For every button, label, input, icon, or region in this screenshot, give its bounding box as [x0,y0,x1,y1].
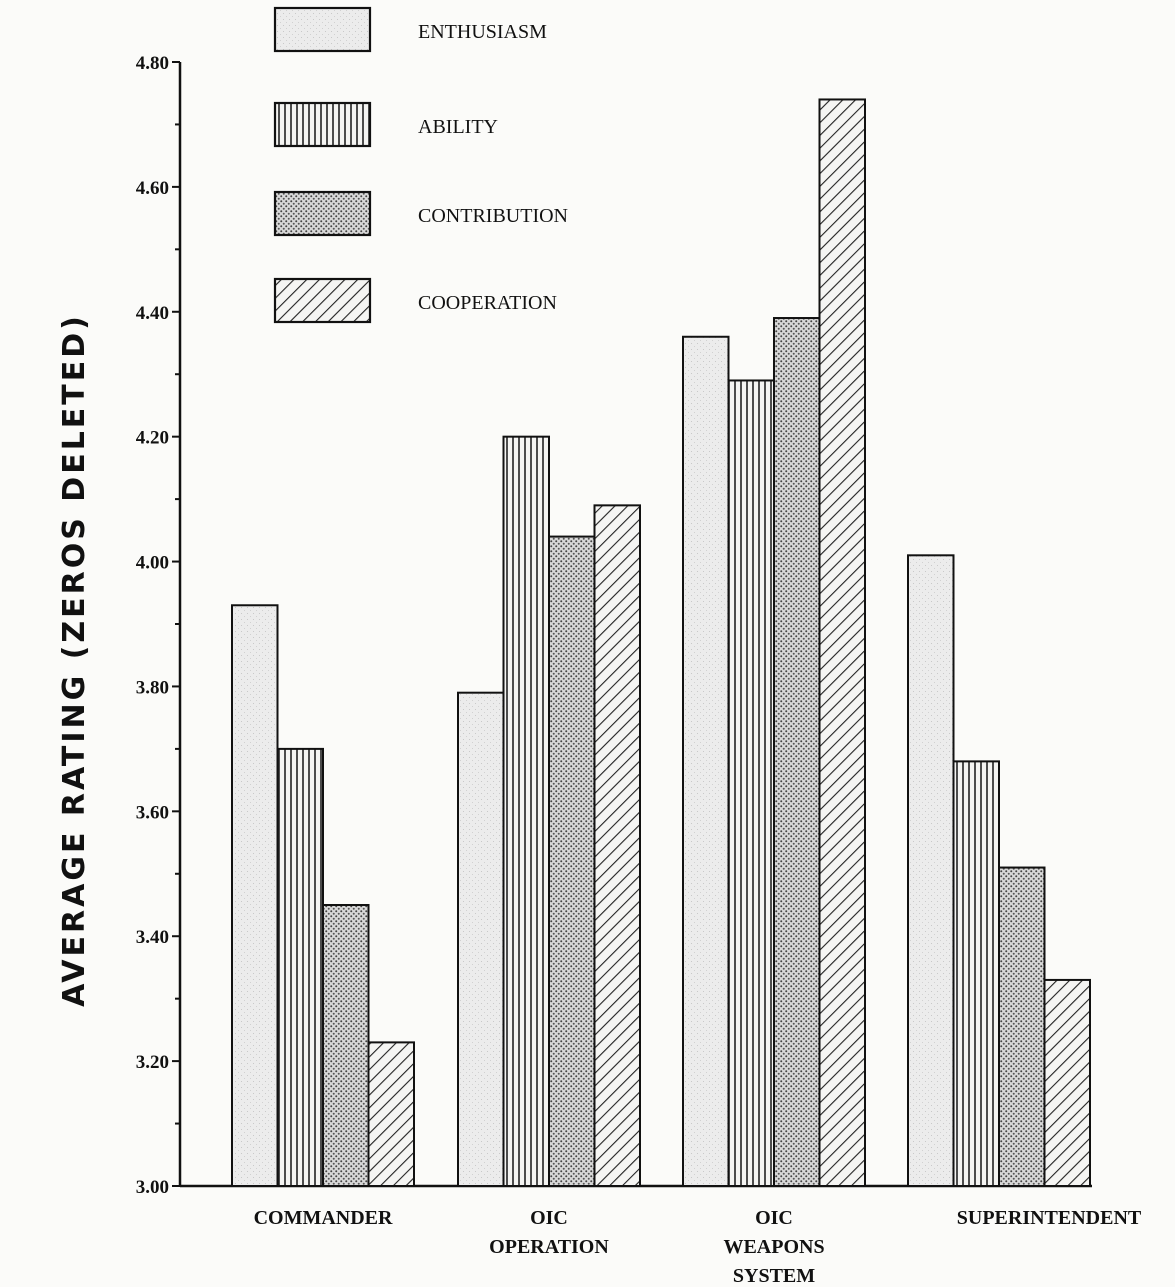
legend-swatch-ability [273,101,372,148]
bar-contribution [998,866,1046,1187]
bar-cooperation [367,1041,415,1188]
category-label: COMMANDER [254,1207,393,1229]
bar-ability [952,760,1000,1188]
bars [231,98,1091,1188]
bar-enthusiasm [682,335,730,1187]
y-tick-label: 3.60 [136,802,169,823]
bar-cooperation [593,504,641,1188]
bar-enthusiasm [231,604,279,1187]
y-tick-label: 4.60 [136,178,169,199]
y-tick-label: 3.00 [136,1177,169,1198]
bar-cooperation [818,98,866,1187]
bar-ability [276,747,324,1188]
category-label: SUPERINTENDENT [957,1207,1142,1229]
legend-swatch-contribution [273,190,372,237]
y-tick-label: 4.00 [136,553,169,574]
bar-enthusiasm [907,554,955,1187]
y-tick-label: 4.80 [136,53,169,74]
bar-ability [727,379,775,1187]
legend-label-enthusiasm: ENTHUSIASM [418,21,547,43]
legend-swatch-cooperation [273,277,372,324]
bar-enthusiasm [457,691,505,1187]
y-tick-label: 3.40 [136,927,169,948]
legend-label-ability: ABILITY [418,116,498,138]
category-label: WEAPONS [723,1236,824,1258]
category-labels: COMMANDER OIC OPERATION OIC WEAPONS SYSTEM SUP… [254,1207,1142,1287]
legend: ENTHUSIASM ABILITY CONTRIBUTION COOPERATION [273,6,568,324]
bar-cooperation [1043,978,1091,1188]
bar-contribution [548,535,596,1187]
legend-label-cooperation: COOPERATION [418,292,557,314]
y-tick-label: 4.40 [136,303,169,324]
y-axis-label: AVERAGE RATING (ZEROS DELETED) [57,313,92,1007]
bar-contribution [322,904,370,1187]
category-label: OPERATION [489,1236,609,1258]
legend-swatch-enthusiasm [273,6,372,53]
y-tick-label: 3.80 [136,677,169,698]
legend-label-contribution: CONTRIBUTION [418,205,568,227]
category-label: OIC [755,1207,793,1229]
category-label: OIC [530,1207,568,1229]
bar-ability [502,435,550,1187]
y-tick-label: 3.20 [136,1052,169,1073]
bar-contribution [773,317,821,1187]
category-label: SYSTEM [733,1265,815,1287]
y-tick-label: 4.20 [136,428,169,449]
